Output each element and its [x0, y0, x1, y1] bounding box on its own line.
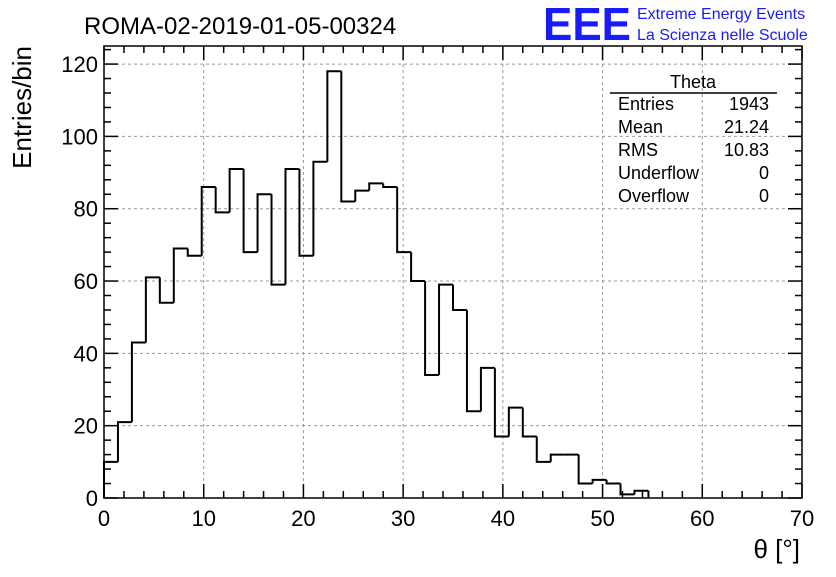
- histogram-bin: [577, 454, 593, 485]
- histogram-bin: [368, 182, 384, 191]
- logo-line-1: Extreme Energy Events: [637, 6, 805, 23]
- stats-rows: Entries 1943 Mean 21.24 RMS 10.83 Underflow 0 Ov…: [618, 94, 769, 206]
- histogram-bin: [410, 252, 426, 283]
- x-axis-label: θ [°]: [753, 534, 800, 564]
- x-tick-label: 20: [291, 506, 315, 531]
- histogram-bin: [116, 421, 132, 462]
- x-tick-label: 0: [98, 506, 110, 531]
- stats-label: Mean: [618, 117, 663, 137]
- histogram-bin: [284, 167, 300, 285]
- histogram-bin: [535, 436, 551, 463]
- histogram-bin: [130, 341, 146, 423]
- histogram-bin: [382, 183, 398, 189]
- stats-label: RMS: [618, 140, 658, 160]
- histogram-bin: [438, 283, 453, 376]
- chart-title: ROMA-02-2019-01-05-00324: [84, 13, 396, 40]
- tick-labels: 0 10 20 30 40 50 60 70 0 20 40 60 80 100 120: [61, 52, 814, 531]
- grid: [104, 46, 802, 498]
- x-tick-label: 60: [690, 506, 714, 531]
- stats-value: 1943: [729, 94, 769, 114]
- histogram: [103, 70, 650, 498]
- plot-frame: [103, 45, 803, 499]
- histogram-bin: [479, 366, 495, 412]
- y-tick-label: 120: [61, 52, 98, 77]
- x-tick-label: 70: [790, 506, 814, 531]
- histogram-bin: [619, 483, 635, 496]
- histogram-bin: [549, 453, 565, 462]
- x-tick-label: 30: [391, 506, 415, 531]
- histogram-bin: [591, 478, 607, 484]
- histogram-bin: [396, 187, 412, 254]
- y-tick-label: 60: [74, 269, 98, 294]
- stats-value: 0: [759, 186, 769, 206]
- axis-ticks: [103, 46, 803, 499]
- histogram-bin: [633, 489, 649, 495]
- y-tick-label: 80: [74, 197, 98, 222]
- y-tick-label: 40: [74, 341, 98, 366]
- stats-label: Overflow: [618, 186, 690, 206]
- y-tick-label: 0: [86, 486, 98, 511]
- logo-line-2: La Scienza nelle Scuole: [637, 27, 808, 44]
- histogram-bin: [186, 248, 202, 257]
- y-tick-label: 20: [74, 414, 98, 439]
- histogram-bin: [465, 309, 481, 413]
- histogram-bin: [298, 168, 314, 257]
- x-tick-label: 40: [491, 506, 515, 531]
- histogram-bin: [605, 479, 621, 485]
- histogram-bin: [256, 193, 272, 253]
- histogram-bin: [158, 277, 174, 304]
- x-tick-label: 10: [191, 506, 215, 531]
- histogram-bin: [270, 194, 286, 286]
- y-axis-label: Entries/bin: [7, 46, 37, 169]
- stats-title: Theta: [670, 72, 717, 92]
- histogram-bin: [312, 160, 328, 256]
- stats-value: 21.24: [724, 117, 769, 137]
- histogram-bin: [200, 186, 216, 256]
- histogram-bin: [493, 367, 509, 438]
- stats-value: 10.83: [724, 140, 769, 160]
- histogram-bin: [326, 70, 342, 162]
- eee-letters: EEE: [543, 0, 631, 50]
- histogram-bin: [507, 406, 523, 437]
- histogram-bin: [354, 189, 370, 202]
- histogram-bin: [172, 247, 188, 303]
- eee-logo: EEE Extreme Energy Events La Scienza nel…: [543, 0, 808, 50]
- histogram-bin: [228, 167, 244, 213]
- stats-label: Underflow: [618, 163, 700, 183]
- histogram-bin: [214, 187, 230, 214]
- histogram-bin: [242, 168, 258, 254]
- stats-label: Entries: [618, 94, 674, 114]
- histogram-bin: [452, 284, 467, 311]
- x-tick-label: 50: [590, 506, 614, 531]
- histogram-bin: [340, 71, 356, 203]
- y-tick-label: 100: [61, 124, 98, 149]
- stats-box: Theta Entries 1943 Mean 21.24 RMS 10.83 Underf…: [610, 72, 777, 206]
- histogram-bin: [521, 407, 537, 438]
- histogram-bin: [144, 276, 160, 343]
- stats-value: 0: [759, 163, 769, 183]
- histogram-bin: [424, 281, 440, 377]
